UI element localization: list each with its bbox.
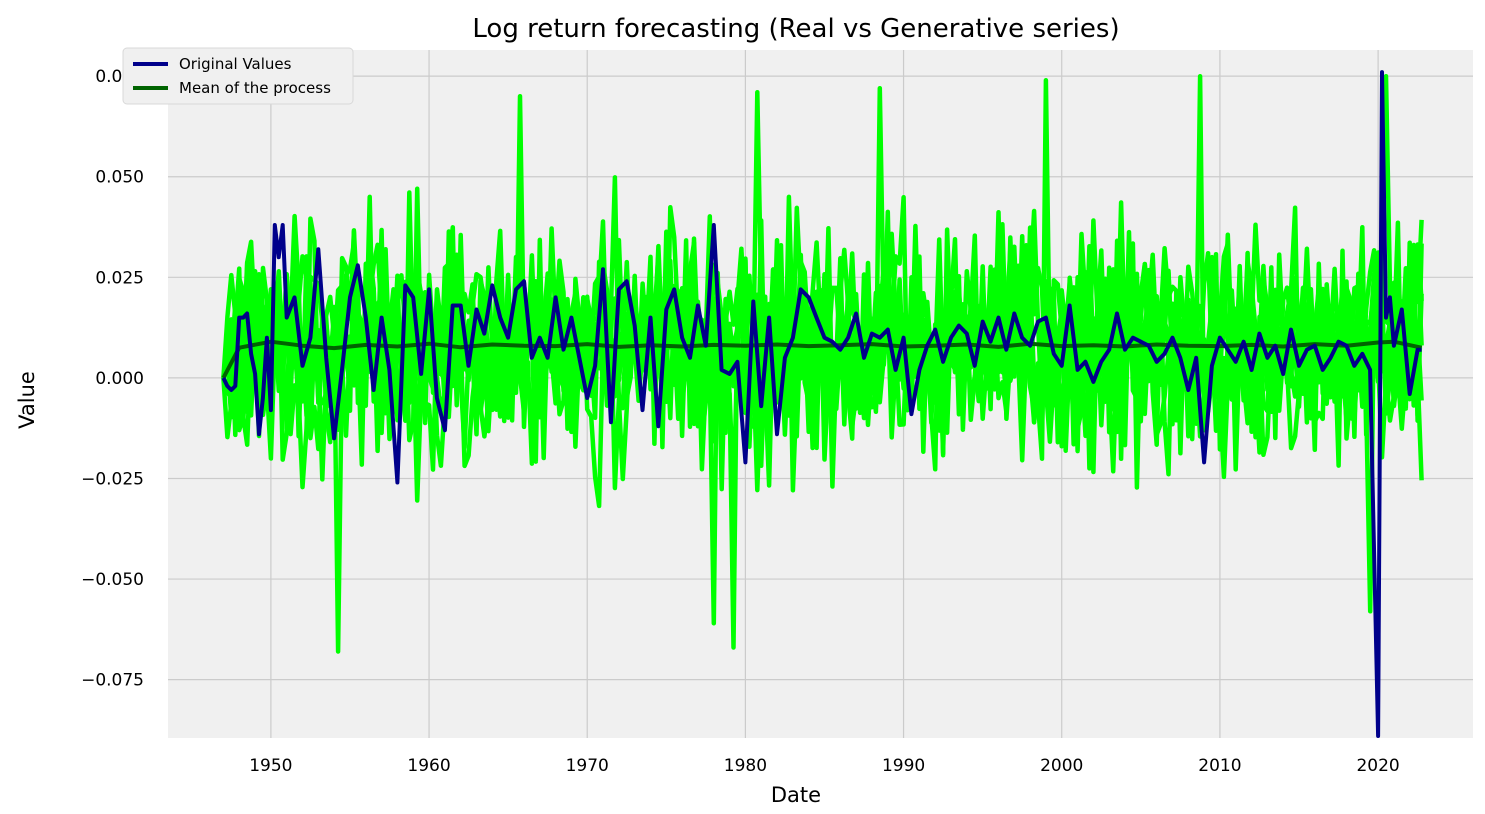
legend-label-original: Original Values [179,55,292,73]
legend-label-mean: Mean of the process [179,79,331,97]
x-tick-label: 2000 [1040,756,1083,776]
series-line-mean [221,339,1423,379]
x-tick-label: 1990 [882,756,925,776]
y-tick-label: −0.050 [81,570,144,590]
x-tick-label: 1980 [724,756,767,776]
x-tick-label: 1960 [407,756,450,776]
x-tick-label: 2020 [1356,756,1399,776]
x-tick-label: 2010 [1198,756,1241,776]
series-lines [221,70,1423,738]
x-tick-label: 1970 [566,756,609,776]
x-tick-label: 1950 [249,756,292,776]
x-tick-labels: 1950 1960 1970 1980 1990 2000 2010 2020 [249,756,1399,776]
series-line-original [221,70,1422,738]
y-tick-label: −0.025 [81,469,144,489]
y-tick-label: 0.025 [95,268,144,288]
y-tick-label: 0.000 [95,369,144,389]
x-axis-label: Date [771,783,821,807]
legend-box [122,47,354,105]
y-tick-label: 0.050 [95,168,144,188]
y-tick-label: −0.075 [81,671,144,691]
generated-series-line [221,186,1424,509]
y-axis-label: Value [15,371,39,429]
legend: Original Values Mean of the process [122,47,354,105]
chart-title: Log return forecasting (Real vs Generati… [472,14,1119,44]
